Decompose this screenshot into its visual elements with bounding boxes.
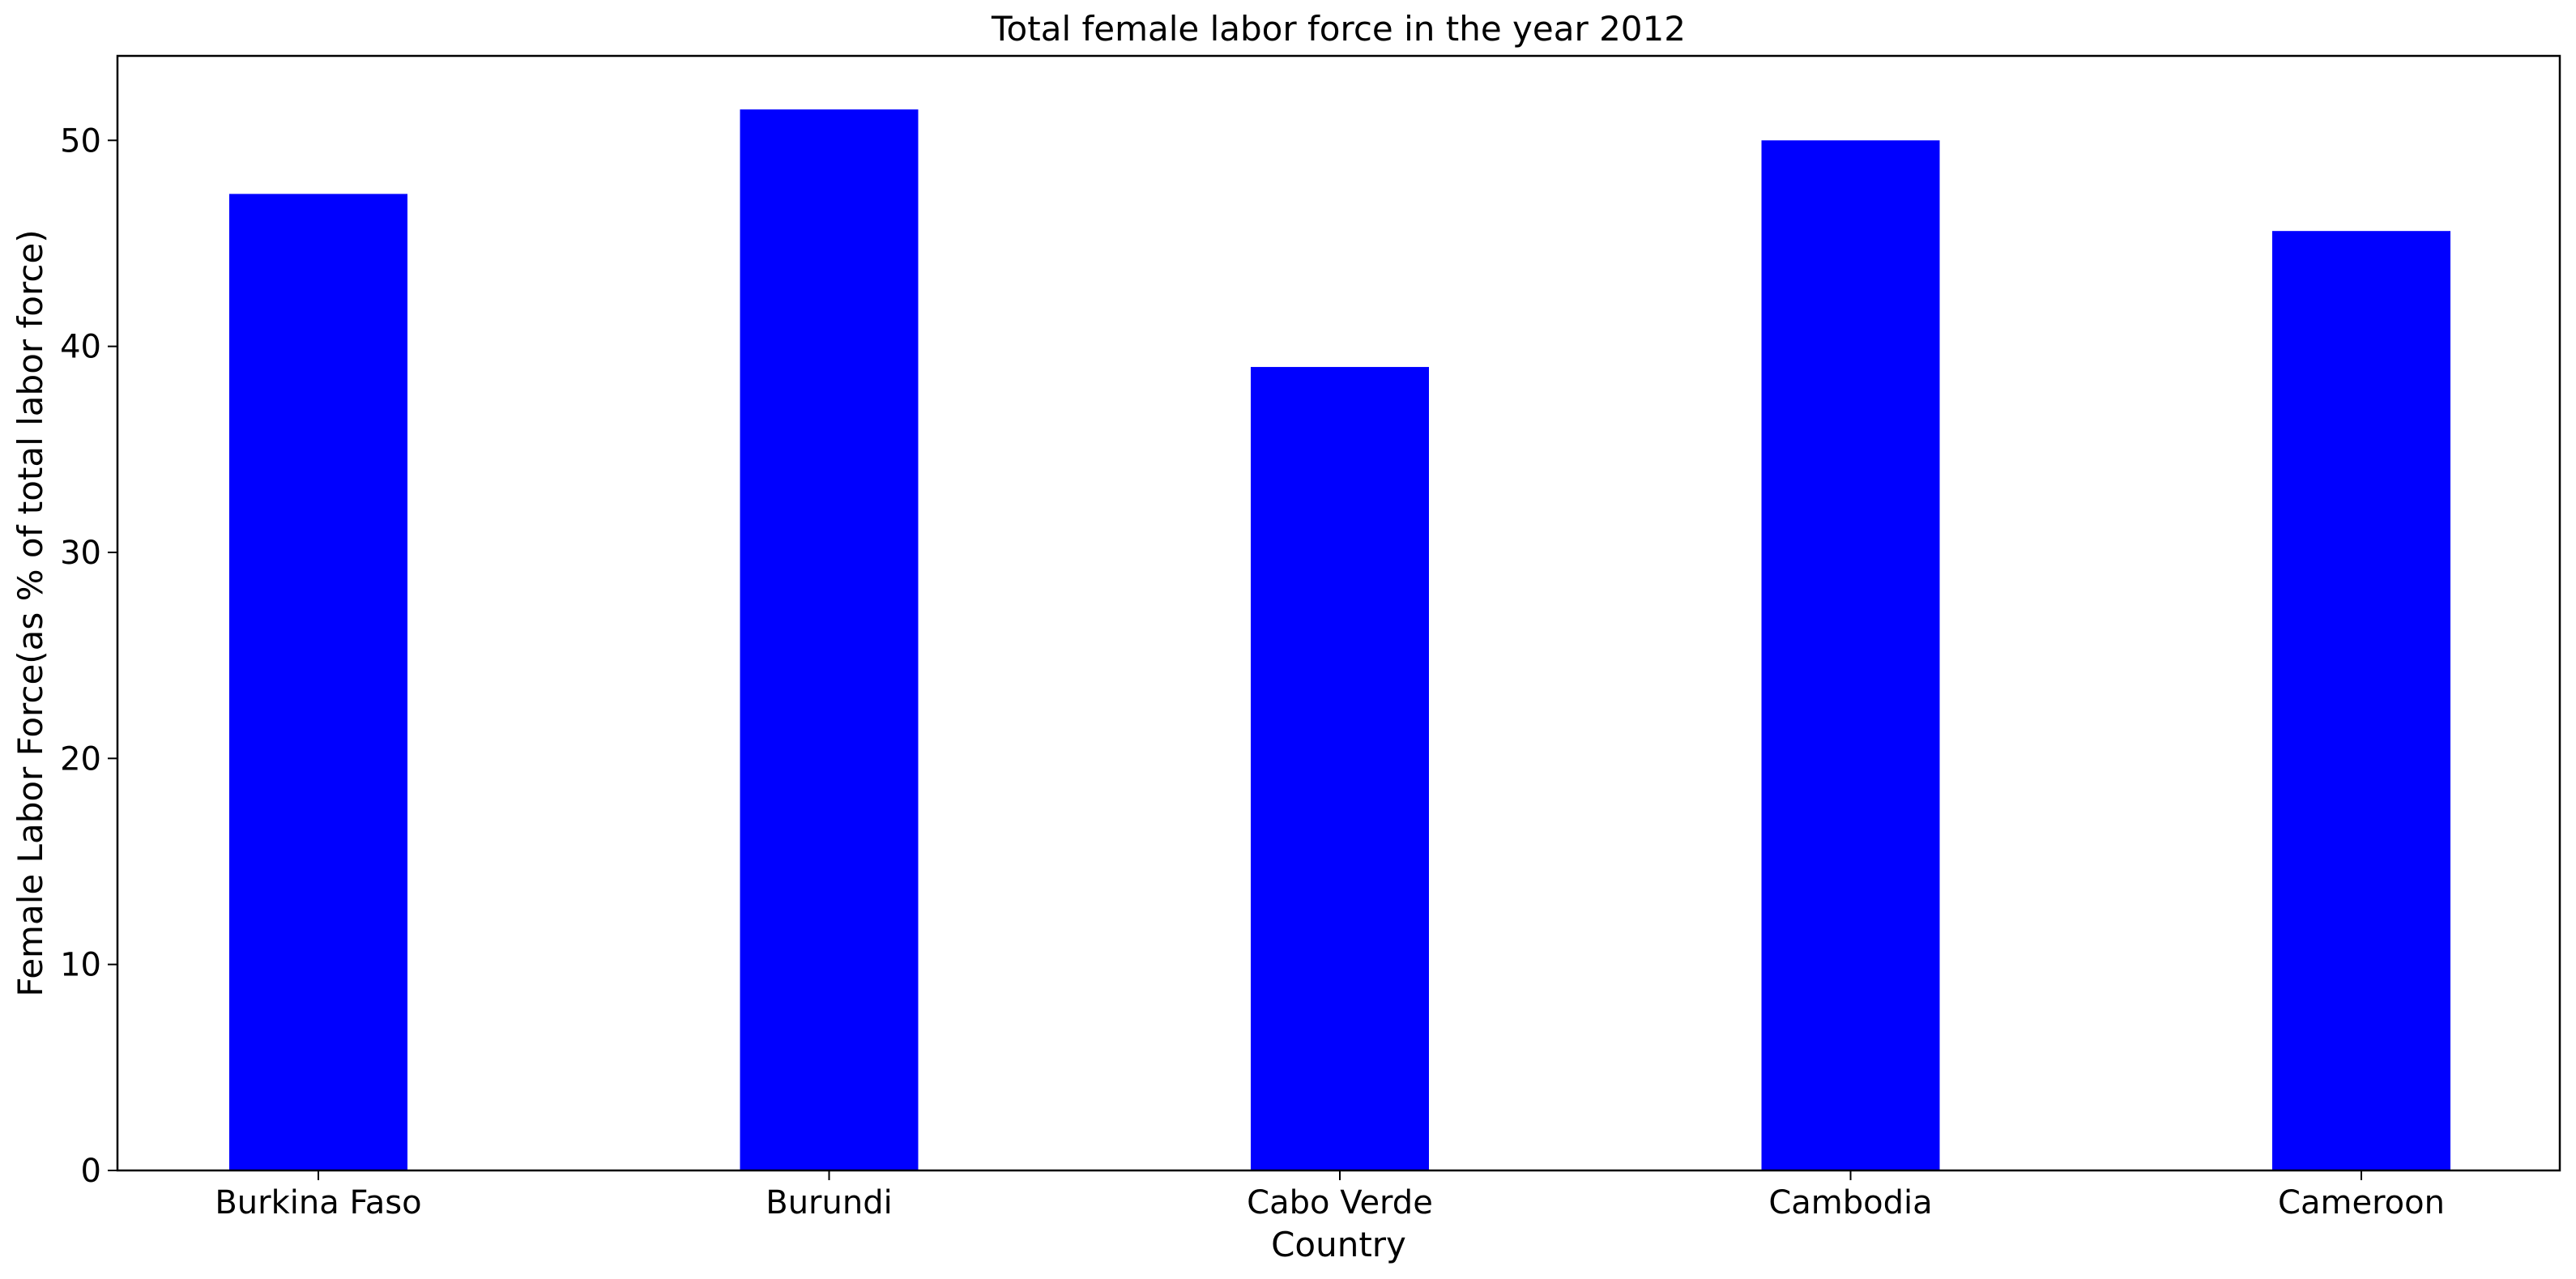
y-tick-label: 10 xyxy=(60,947,101,984)
bar-burundi xyxy=(740,109,919,1170)
x-tick-label: Cameroon xyxy=(2278,1184,2445,1221)
x-tick-label: Cambodia xyxy=(1768,1184,1932,1221)
bar-cameroon xyxy=(2272,231,2450,1170)
chart-title: Total female labor force in the year 201… xyxy=(991,9,1686,49)
bar-cambodia xyxy=(1761,140,1940,1170)
x-tick-label: Burkina Faso xyxy=(215,1184,421,1221)
x-axis-label: Country xyxy=(1271,1225,1406,1264)
x-axis-ticks: Burkina Faso Burundi Cabo Verde Cambodia Cam… xyxy=(215,1170,2445,1221)
plot-frame xyxy=(116,54,2561,1172)
bar-cabo-verde xyxy=(1251,367,1429,1170)
y-tick-label: 0 xyxy=(81,1153,101,1190)
y-tick-label: 40 xyxy=(60,329,101,366)
y-tick-label: 50 xyxy=(60,122,101,160)
bar-burkina-faso xyxy=(229,194,407,1170)
y-axis-label: Female Labor Force(as % of total labor f… xyxy=(11,229,50,996)
bars-group xyxy=(229,109,2450,1170)
y-tick-label: 20 xyxy=(60,740,101,778)
y-axis-ticks: 0 10 20 30 40 50 xyxy=(60,122,117,1190)
y-tick-label: 30 xyxy=(60,535,101,572)
x-tick-label: Burundi xyxy=(766,1184,892,1221)
x-tick-label: Cabo Verde xyxy=(1247,1184,1433,1221)
